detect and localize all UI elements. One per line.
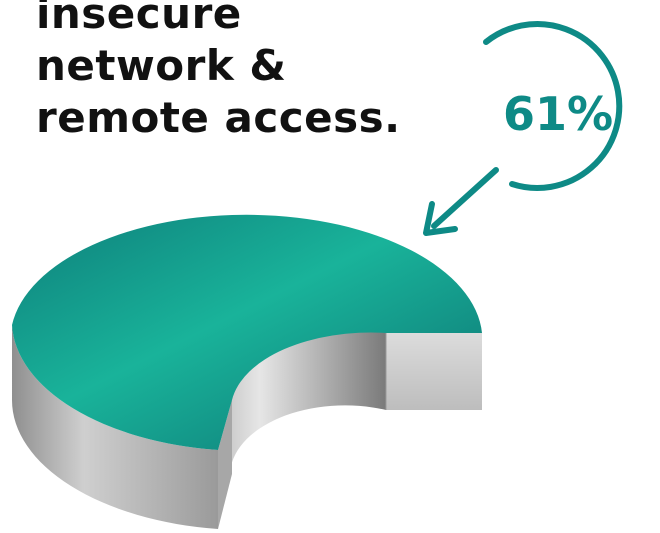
segment-end-cap [385, 333, 482, 410]
callout-arrowhead [423, 201, 458, 236]
callout-circle-arc [483, 21, 623, 191]
headline: insecure network & remote access. [36, 0, 401, 144]
headline-line-2: network & [36, 41, 287, 90]
headline-line-3: remote access. [36, 93, 401, 142]
callout-percentage: 61% [503, 87, 613, 141]
headline-line-1: insecure [36, 0, 242, 38]
donut-segment-61 [12, 214, 482, 450]
callout-arrow-line [431, 167, 499, 229]
outer-wall [11, 325, 218, 529]
segment-start-cap [218, 400, 232, 529]
